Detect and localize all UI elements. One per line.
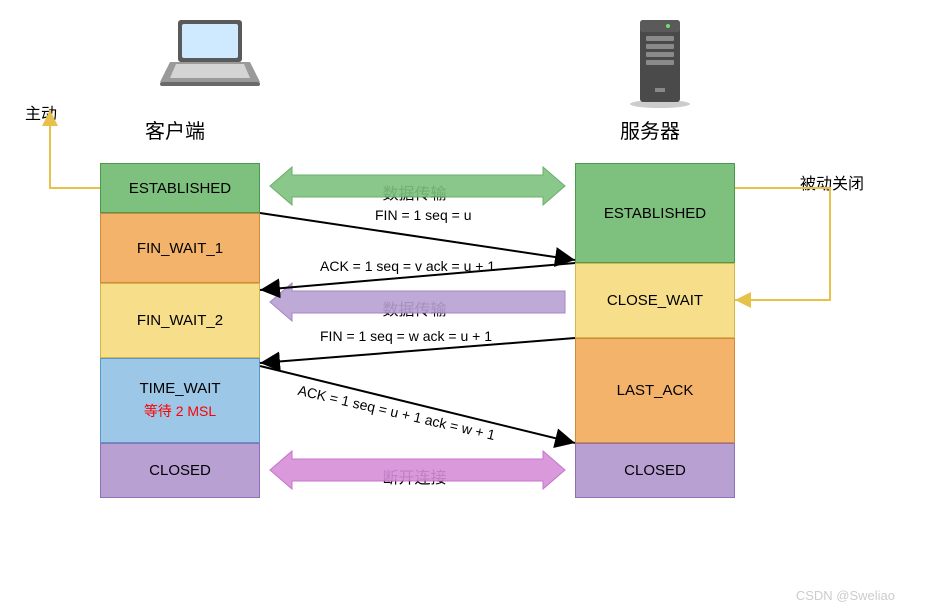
big-arrow-label-1: 数据传输 [383, 296, 447, 320]
state-label: FIN_WAIT_1 [137, 240, 223, 257]
laptop-icon [150, 15, 270, 110]
msg-label-1: ACK = 1 seq = v ack = u + 1 [320, 258, 495, 274]
big-arrow-label-2: 断开连接 [383, 464, 447, 488]
server-state-established: ESTABLISHED [575, 163, 735, 263]
wait-msl-label: 等待 2 MSL [144, 401, 216, 421]
state-label: CLOSE_WAIT [607, 292, 703, 309]
msg-label-3: ACK = 1 seq = u + 1 ack = w + 1 [296, 382, 496, 443]
server-side-line [735, 188, 830, 300]
state-label: ESTABLISHED [604, 205, 706, 222]
client-state-time_wait: TIME_WAIT 等待 2 MSL [100, 358, 260, 443]
watermark: CSDN @Sweliao [796, 588, 895, 603]
client-side-line [50, 110, 100, 188]
server-state-last_ack: LAST_ACK [575, 338, 735, 443]
state-label: FIN_WAIT_2 [137, 312, 223, 329]
client-side-label: 主动 [25, 100, 57, 124]
big-arrow-label-0: 数据传输 [383, 180, 447, 204]
msg-label-2: FIN = 1 seq = w ack = u + 1 [320, 328, 492, 344]
msg-label-0: FIN = 1 seq = u [375, 207, 472, 223]
client-state-established: ESTABLISHED [100, 163, 260, 213]
msg-arrow-3 [260, 366, 575, 443]
client-title: 客户端 [145, 115, 205, 144]
state-label: TIME_WAIT [139, 380, 220, 397]
state-label: CLOSED [624, 462, 686, 479]
server-state-close_wait: CLOSE_WAIT [575, 263, 735, 338]
server-title: 服务器 [620, 115, 680, 144]
client-state-closed: CLOSED [100, 443, 260, 498]
state-label: CLOSED [149, 462, 211, 479]
client-state-fin_wait_1: FIN_WAIT_1 [100, 213, 260, 283]
client-state-fin_wait_2: FIN_WAIT_2 [100, 283, 260, 358]
server-side-label: 被动关闭 [800, 170, 864, 194]
state-label: LAST_ACK [617, 382, 694, 399]
server-state-closed: CLOSED [575, 443, 735, 498]
state-label: ESTABLISHED [129, 180, 231, 197]
server-icon [620, 10, 700, 115]
